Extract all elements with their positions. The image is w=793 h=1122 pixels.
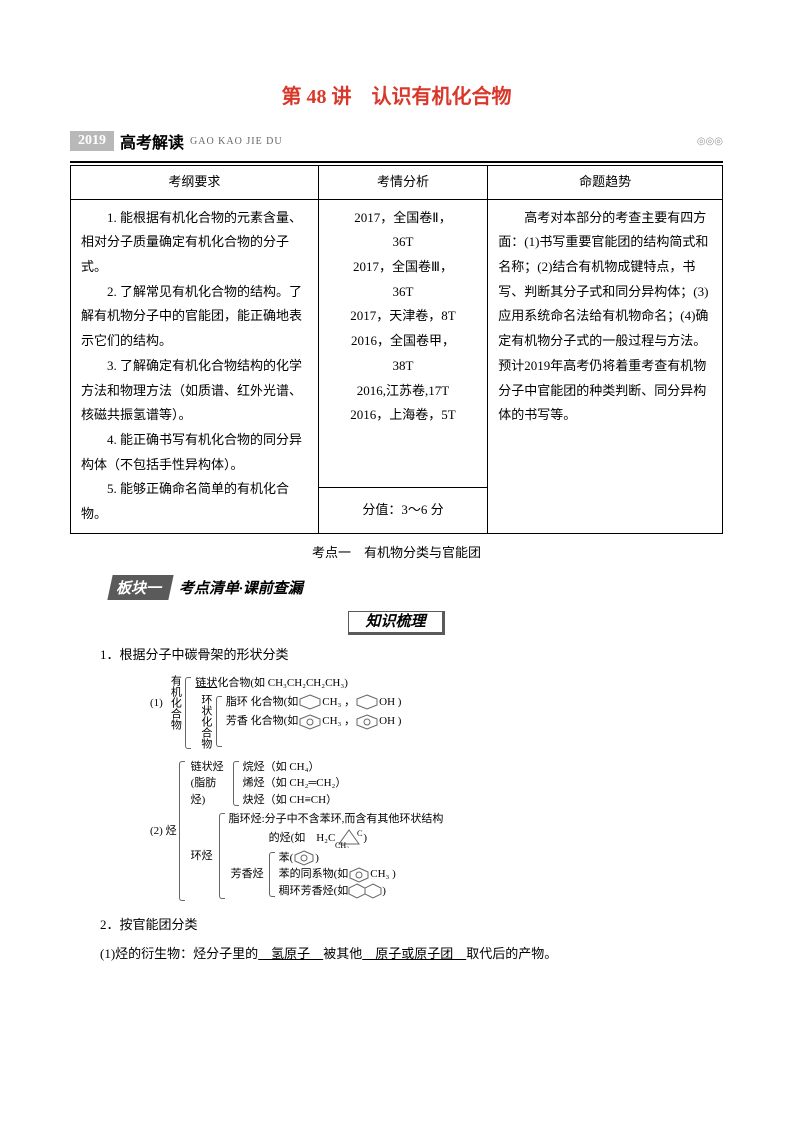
s2-blank2: 原子或原子团 [362,946,466,961]
d1-prefix: (1) [150,695,163,712]
d1-line2c: OH ) [379,694,401,711]
table-cell-analysis: 2017，全国卷Ⅱ， 36T 2017，全国卷Ⅲ， 36T 2017，天津卷，8… [318,199,488,487]
cyclopropane-icon: CH₂CH₂ [335,828,363,848]
d2-line7a: 苯的同系物(如 [279,866,349,883]
d2-line7b: CH₃ ) [370,866,396,883]
benzene-icon [348,867,370,883]
d2-line5b: ) [363,830,367,847]
d2-line6b: ) [315,850,319,867]
table-header: 考纲要求 [71,166,319,200]
sub-topic: 考点一 有机物分类与官能团 [70,542,723,561]
section-header: 2019 高考解读 GAO KAO JIE DU ◎◎◎ [70,129,723,153]
d1-main-label: 有机化合物 [165,675,186,730]
benzene-icon [298,714,322,730]
d2-line6a: 苯( [279,850,294,867]
d1-line1b: 化合物(如 CH₃CH₂CH₂CH₃) [217,675,348,692]
d2-line2: 烯烃（如 CH₂═CH₂） [243,775,347,792]
d1-line3b: CH₃ ， [322,713,355,730]
block-label: 板块一 [107,575,173,600]
main-table: 考纲要求 考情分析 命题趋势 1. 能根据有机化合物的元素含量、相对分子质量确定… [70,165,723,534]
block-subtitle: 考点清单·课前查漏 [179,577,303,598]
decorative-circles: ◎◎◎ [697,136,723,147]
d2-line5a: 的烃(如 H₂C [269,830,336,847]
d1-line2a: 脂环 化合物(如 [226,694,298,711]
table-header: 考情分析 [318,166,488,200]
d2-line8b: ) [382,883,386,900]
section-title-pinyin: GAO KAO JIE DU [190,136,283,147]
table-cell-score: 分值：3～6 分 [318,487,488,533]
hexagon-icon [355,694,379,710]
table-cell-trend: 高考对本部分的考查主要有四方面：(1)书写重要官能团的结构简式和名称；(2)结合… [488,199,723,533]
d2-ring-label: 环烃 [189,848,219,865]
table-header: 命题趋势 [488,166,723,200]
d1-line3c: OH ) [379,713,401,730]
block-header: 板块一 考点清单·课前查漏 [110,575,723,600]
d1-line1a: 链状 [195,675,217,692]
diagram-1: (1) 有机化合物 链状 化合物(如 CH₃CH₂CH₂CH₃) 环状化合物 脂… [150,675,723,751]
table-cell-requirements: 1. 能根据有机化合物的元素含量、相对分子质量确定有机化合物的分子式。 2. 了… [71,199,319,533]
d2-prefix: (2) 烃 [150,823,177,840]
svg-text:CH₂: CH₂ [335,841,349,848]
s2-text-a: (1)烃的衍生物：烃分子里的 [100,946,258,961]
d2-line1: 烷烃（如 CH₄） [243,759,347,776]
hexagon-icon [298,694,322,710]
s2-text-c: 取代后的产物。 [466,946,557,961]
d2-arom-label: 芳香烃 [229,866,269,883]
section2-line1: (1)烃的衍生物：烃分子里的 氢原子 被其他 原子或原子团 取代后的产物。 [100,942,723,967]
d1-sub-label: 环状化合物 [195,694,216,749]
d2-chain-label: 链状烃(脂肪烃) [189,759,233,809]
section2-title: 2．按官能团分类 [100,913,723,938]
d1-line2b: CH₃ ， [322,694,355,711]
year-badge: 2019 [70,131,114,151]
benzene-icon [355,714,379,730]
d2-line8a: 稠环芳香烃(如 [279,883,349,900]
knowledge-box-label: 知识梳理 [348,611,444,635]
table-row: 1. 能根据有机化合物的元素含量、相对分子质量确定有机化合物的分子式。 2. 了… [71,199,723,487]
naphthalene-icon [348,883,382,899]
s2-blank1: 氢原子 [258,946,323,961]
table-header-row: 考纲要求 考情分析 命题趋势 [71,166,723,200]
section-underline [70,161,723,163]
section1-title: 1．根据分子中碳骨架的形状分类 [100,643,723,668]
s2-text-b: 被其他 [323,946,362,961]
d1-line3a: 芳香 化合物(如 [226,713,298,730]
page-title: 第 48 讲 认识有机化合物 [70,80,723,109]
d2-line3: 炔烃（如 CH≡CH） [243,792,347,809]
diagram-2: (2) 烃 链状烃(脂肪烃) 烷烃（如 CH₄） 烯烃（如 CH₂═CH₂） 炔… [150,759,723,904]
section-title-cn: 高考解读 [120,129,184,153]
d2-line4: 脂环烃:分子中不含苯环,而含有其他环状结构 [229,811,444,828]
knowledge-box: 知识梳理 [70,610,723,631]
benzene-icon [293,850,315,866]
